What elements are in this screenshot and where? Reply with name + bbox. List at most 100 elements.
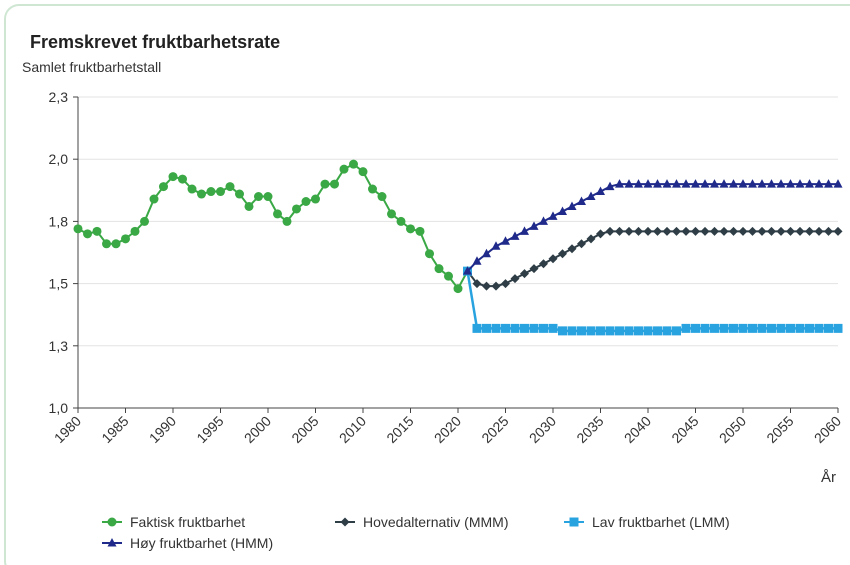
data-point [786, 323, 795, 333]
data-point [662, 326, 672, 336]
data-point [814, 179, 824, 188]
legend-marker [569, 517, 579, 527]
data-point [301, 196, 311, 206]
data-point [263, 192, 273, 202]
data-point [273, 209, 282, 219]
legend-label: Høy fruktbarhet (HMM) [130, 535, 273, 551]
data-point [757, 226, 767, 236]
series-line [466, 183, 838, 272]
data-point [548, 211, 558, 220]
chart-subtitle: Samlet fruktbarhetstall [22, 59, 161, 75]
data-point [406, 224, 415, 234]
data-point [434, 264, 444, 274]
data-point [681, 226, 691, 236]
data-point [719, 323, 729, 333]
data-point [596, 186, 605, 196]
data-point [368, 184, 377, 194]
data-point [472, 256, 482, 265]
data-point [710, 179, 719, 188]
data-point [330, 179, 339, 189]
data-point [653, 326, 662, 336]
data-point [776, 323, 786, 333]
y-tick-label: 2,3 [49, 89, 69, 105]
data-point [548, 323, 558, 333]
data-point [691, 226, 700, 236]
data-point [672, 179, 681, 188]
data-point [615, 179, 624, 188]
data-point [586, 234, 596, 244]
data-point [377, 192, 387, 202]
data-point [805, 226, 814, 236]
data-point [814, 226, 824, 236]
data-point [605, 181, 615, 191]
data-point [567, 244, 577, 254]
data-point [767, 226, 776, 236]
data-point [634, 179, 643, 188]
series-line [466, 270, 838, 333]
data-point [463, 266, 472, 275]
chart-title: Fremskrevet fruktbarhetsrate [30, 32, 280, 52]
series-line [466, 230, 838, 288]
data-point [320, 179, 330, 189]
data-point [729, 323, 738, 333]
data-point [453, 284, 463, 294]
frame [4, 4, 850, 565]
data-point [111, 239, 121, 249]
data-point [548, 254, 558, 264]
data-point [824, 179, 833, 188]
data-point [738, 179, 748, 188]
y-tick-label: 1,3 [49, 338, 69, 354]
data-point [700, 226, 710, 236]
data-point [757, 323, 767, 333]
data-point [102, 239, 111, 249]
data-point [225, 182, 235, 192]
data-point [558, 249, 567, 259]
data-point [738, 226, 748, 236]
y-tick-label: 2,0 [49, 151, 69, 167]
data-point [577, 239, 586, 249]
data-point [539, 259, 548, 269]
data-point [643, 179, 653, 188]
data-point [615, 226, 624, 236]
data-point [634, 226, 643, 236]
data-point [738, 323, 748, 333]
data-point [159, 182, 168, 192]
data-point [767, 179, 776, 188]
data-point [786, 226, 795, 236]
data-point [254, 192, 263, 202]
data-point [567, 201, 577, 210]
data-point [662, 226, 672, 236]
data-point [168, 172, 178, 182]
data-point [795, 226, 805, 236]
data-point [197, 189, 206, 199]
data-point [187, 184, 197, 194]
data-point [83, 229, 92, 239]
data-point [140, 216, 149, 226]
data-point [672, 326, 681, 336]
data-point [786, 179, 795, 188]
data-point [710, 226, 719, 236]
data-point [624, 179, 634, 188]
data-point [729, 179, 738, 188]
data-point [567, 326, 577, 336]
data-point [814, 323, 824, 333]
data-point [501, 323, 510, 333]
data-point [615, 326, 624, 336]
data-point [539, 323, 548, 333]
data-point [672, 226, 681, 236]
data-point [482, 323, 491, 333]
y-tick-label: 1,5 [49, 276, 69, 292]
data-point [662, 179, 672, 188]
data-point [833, 226, 843, 236]
data-point [482, 248, 491, 258]
data-point [653, 226, 662, 236]
legend-marker [107, 538, 117, 547]
data-point [510, 231, 520, 240]
data-point [501, 236, 510, 245]
data-point [491, 281, 501, 291]
data-point [643, 326, 653, 336]
data-point [795, 179, 805, 188]
data-point [358, 167, 368, 177]
data-point [596, 326, 605, 336]
data-point [681, 179, 691, 188]
